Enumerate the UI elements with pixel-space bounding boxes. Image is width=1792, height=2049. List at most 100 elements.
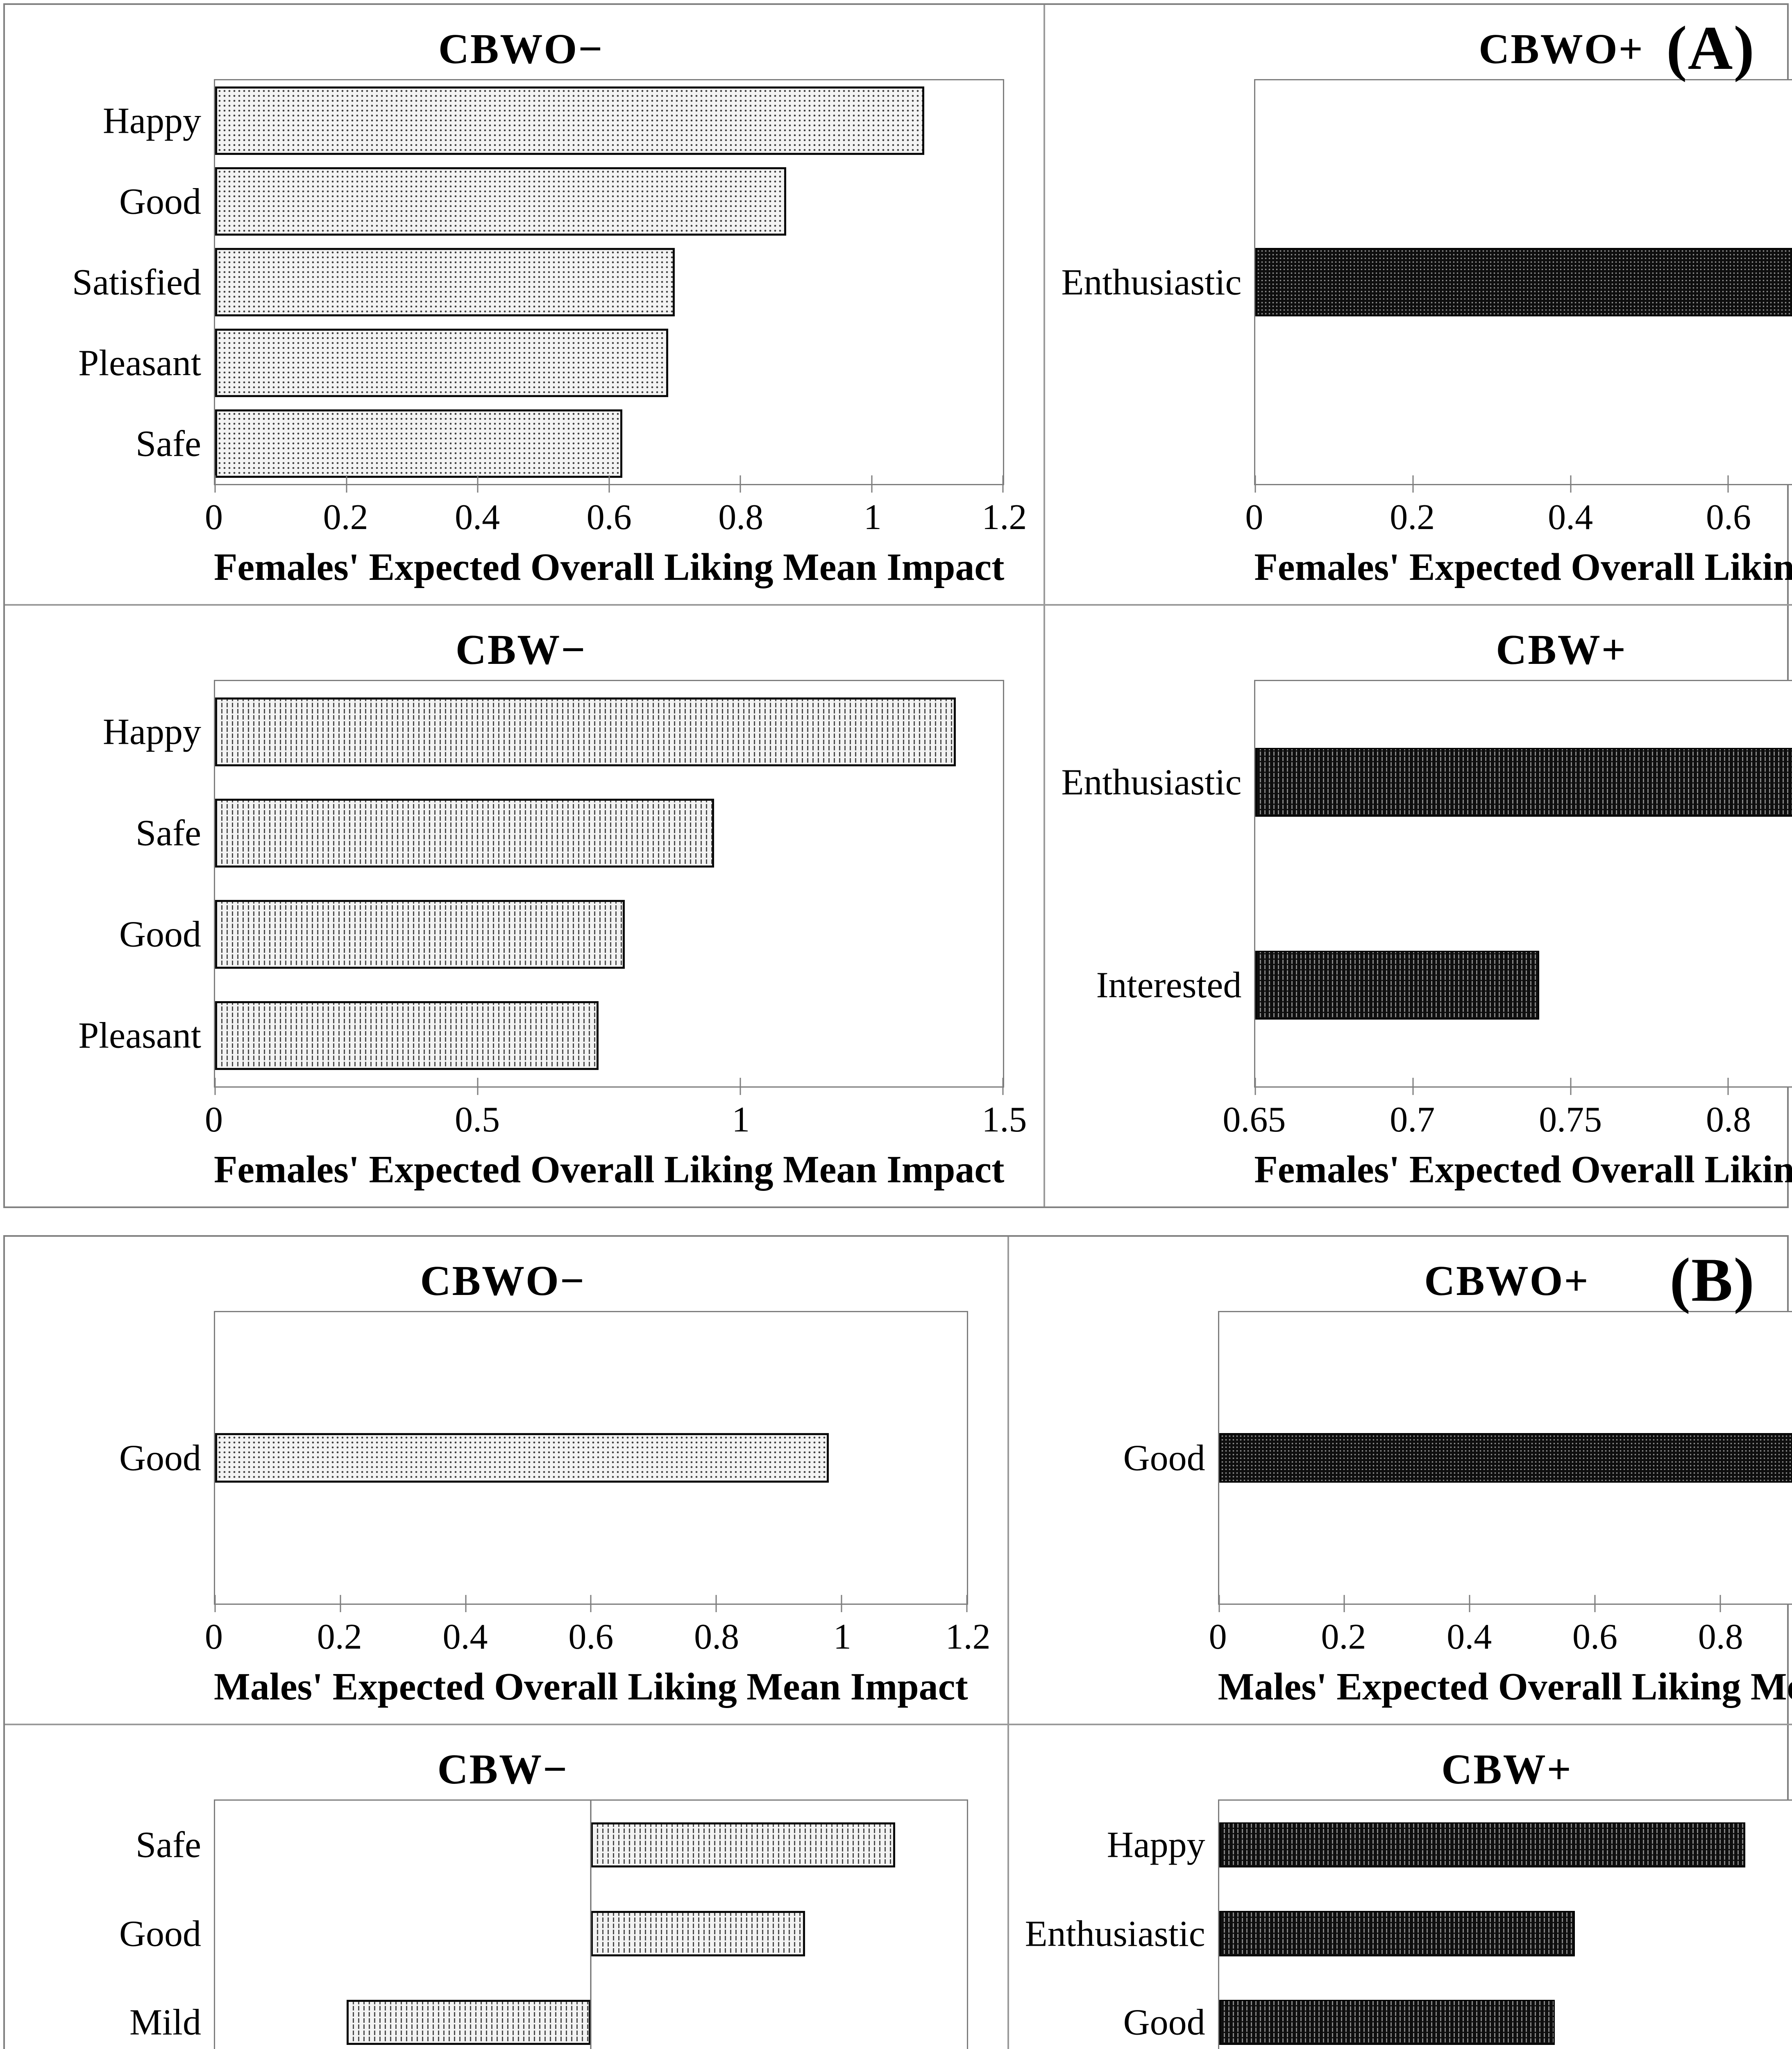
plot-area: Good xyxy=(1123,1311,1792,1612)
x-axis-ticks: 00.20.40.60.81 xyxy=(1245,485,1792,542)
category-label: Good xyxy=(1123,2002,1205,2043)
tick-label: 1 xyxy=(833,1617,851,1657)
panel-b-grid: CBWO− Good 0 0.2 0.4 0.6 0.8 1 1.2 Males' Expecte… xyxy=(5,1237,1792,2049)
tick-label: 0.6 xyxy=(1572,1617,1617,1657)
category-label: Good xyxy=(119,181,201,222)
x-axis-title: Females' Expected Overall Liking Mean Im… xyxy=(1254,1148,1792,1191)
tick-label: 0 xyxy=(205,497,223,537)
category-label: Safe xyxy=(136,423,201,464)
x-axis-title: Males' Expected Overall Liking Mean Impa… xyxy=(1218,1665,1792,1708)
plot-area: Enthusiastic Interested xyxy=(1061,680,1792,1095)
category-label: Enthusiastic xyxy=(1061,262,1242,302)
tick-label: 0.4 xyxy=(442,1617,488,1657)
tick-mark xyxy=(214,475,216,493)
bar xyxy=(1255,950,1539,1020)
tick-mark xyxy=(608,475,610,493)
tick-mark xyxy=(1412,1078,1414,1095)
tick-mark xyxy=(715,1595,717,1612)
tick-label: 0.5 xyxy=(455,1100,500,1140)
bar xyxy=(1255,248,1792,317)
tick-mark xyxy=(1594,1595,1596,1612)
chart-cbw-plus-males: CBW+ HappyEnthusiasticGood00.511.5Males' … xyxy=(1009,1725,1792,2049)
bar xyxy=(215,409,622,478)
tick-label: 0.4 xyxy=(1447,1617,1492,1657)
bar xyxy=(215,86,925,155)
category-label: Good xyxy=(119,1438,201,1478)
plot-area: Happy Good Satisfied Pleasant Safe xyxy=(72,79,1005,493)
chart-body: HappyEnthusiasticGood00.511.5Males' Expe… xyxy=(1025,1799,1792,2049)
tick-mark xyxy=(465,1595,467,1612)
tick-mark xyxy=(1002,475,1004,493)
tick-label: 1.5 xyxy=(982,1100,1027,1140)
category-label: Pleasant xyxy=(78,343,201,383)
tick-label: 0.2 xyxy=(323,497,368,537)
panel-a-label: (A) xyxy=(1666,14,1755,82)
plot-area: Good xyxy=(119,1311,968,1612)
category-label: Happy xyxy=(1107,1824,1205,1865)
tick-label: 1.2 xyxy=(982,497,1027,537)
x-axis-ticks: 0.650.70.750.80.850.9 xyxy=(1223,1088,1792,1144)
tick-mark xyxy=(214,1595,216,1612)
tick-label: 1 xyxy=(863,497,882,537)
bar xyxy=(1219,1911,1575,1956)
category-label: Safe xyxy=(136,1824,201,1865)
tick-mark xyxy=(841,1595,842,1612)
tick-mark xyxy=(477,475,479,493)
chart-cbwo-minus-females: CBWO− Happy Good Satisfied Pleasant Safe 0 0.2 0… xyxy=(5,5,1046,606)
tick-label: 0.6 xyxy=(1706,497,1751,537)
chart-body: Happy Safe Good Pleasant 0 0.5 1 1.5 Females' Ex… xyxy=(21,680,1027,1202)
tick-mark xyxy=(1343,1595,1345,1612)
x-axis-title: Females' Expected Overall Liking Mean Im… xyxy=(214,546,1005,588)
chart-title: CBW+ xyxy=(1441,1746,1572,1793)
tick-label: 0.8 xyxy=(718,497,764,537)
plot-area: Happy Enthusiastic Good xyxy=(1025,1799,1792,2049)
tick-mark xyxy=(1412,475,1414,493)
tick-label: 0.7 xyxy=(1390,1100,1435,1140)
bar xyxy=(591,1911,805,1956)
tick-label: 1.2 xyxy=(945,1617,991,1657)
tick-label: 0.2 xyxy=(1321,1617,1366,1657)
chart-title: CBW− xyxy=(455,626,587,673)
plot-column: Good 0 0.2 0.4 0.6 0.8 1 1.2 Males' Expected Ove… xyxy=(119,1311,991,1720)
plot-column: Enthusiastic 00.20.40.60.81Females' Expec… xyxy=(1061,79,1792,600)
tick-label: 0.6 xyxy=(586,497,632,537)
tick-mark xyxy=(340,1595,341,1612)
zero-axis-line xyxy=(590,1801,592,2049)
tick-mark xyxy=(1727,1078,1729,1095)
panel-b: (B) CBWO− Good 0 0.2 0.4 0.6 0.8 1 1.2 Males' Exp… xyxy=(3,1235,1792,2049)
chart-body: EnthusiasticInterested0.650.70.750.80.85… xyxy=(1061,680,1792,1202)
plot-column: Happy Safe Good Pleasant 0 0.5 1 1.5 Females' Ex… xyxy=(78,680,1027,1202)
tick-mark xyxy=(1719,1595,1721,1612)
tick-label: 1 xyxy=(732,1100,750,1140)
tick-mark xyxy=(1218,1595,1220,1612)
category-label: Interested xyxy=(1096,965,1242,1006)
plot-area: Safe Good Mild xyxy=(119,1799,968,2049)
tick-label: 0.65 xyxy=(1223,1100,1286,1140)
tick-mark xyxy=(1254,1078,1256,1095)
bar xyxy=(215,697,956,766)
panel-a-grid: CBWO− Happy Good Satisfied Pleasant Safe 0 0.2 0… xyxy=(5,5,1792,1206)
bar xyxy=(215,328,668,398)
chart-cbw-plus-females: CBW+ Enthusiastic Interested 0.65 0.7 0.75 0.8… xyxy=(1045,606,1792,1206)
plot-area: Happy Safe Good Pleasant xyxy=(78,680,1005,1095)
bar xyxy=(591,1822,896,1868)
panel-a: (A) CBWO− Happy Good Satisfied Pleasant Safe 0… xyxy=(3,3,1792,1208)
category-label: Safe xyxy=(136,813,201,854)
x-axis-ticks: 0 0.5 1 1.5 xyxy=(205,1088,1027,1144)
plot-column: HappyEnthusiasticGood00.511.5Males' Expe… xyxy=(1025,1799,1792,2049)
category-label: Happy xyxy=(103,100,201,141)
x-axis-title: Females' Expected Overall Liking Mean Im… xyxy=(1254,546,1792,588)
tick-mark xyxy=(871,475,873,493)
chart-cbw-minus-females: CBW− Happy Safe Good Pleasant 0 0.5 1 1.5 Females… xyxy=(5,606,1046,1206)
bar xyxy=(215,798,715,868)
tick-label: 0.8 xyxy=(1698,1617,1743,1657)
x-axis-ticks: 00.20.40.60.811.2 xyxy=(1209,1605,1792,1661)
category-label: Happy xyxy=(103,711,201,752)
chart-title: CBW− xyxy=(437,1746,569,1793)
